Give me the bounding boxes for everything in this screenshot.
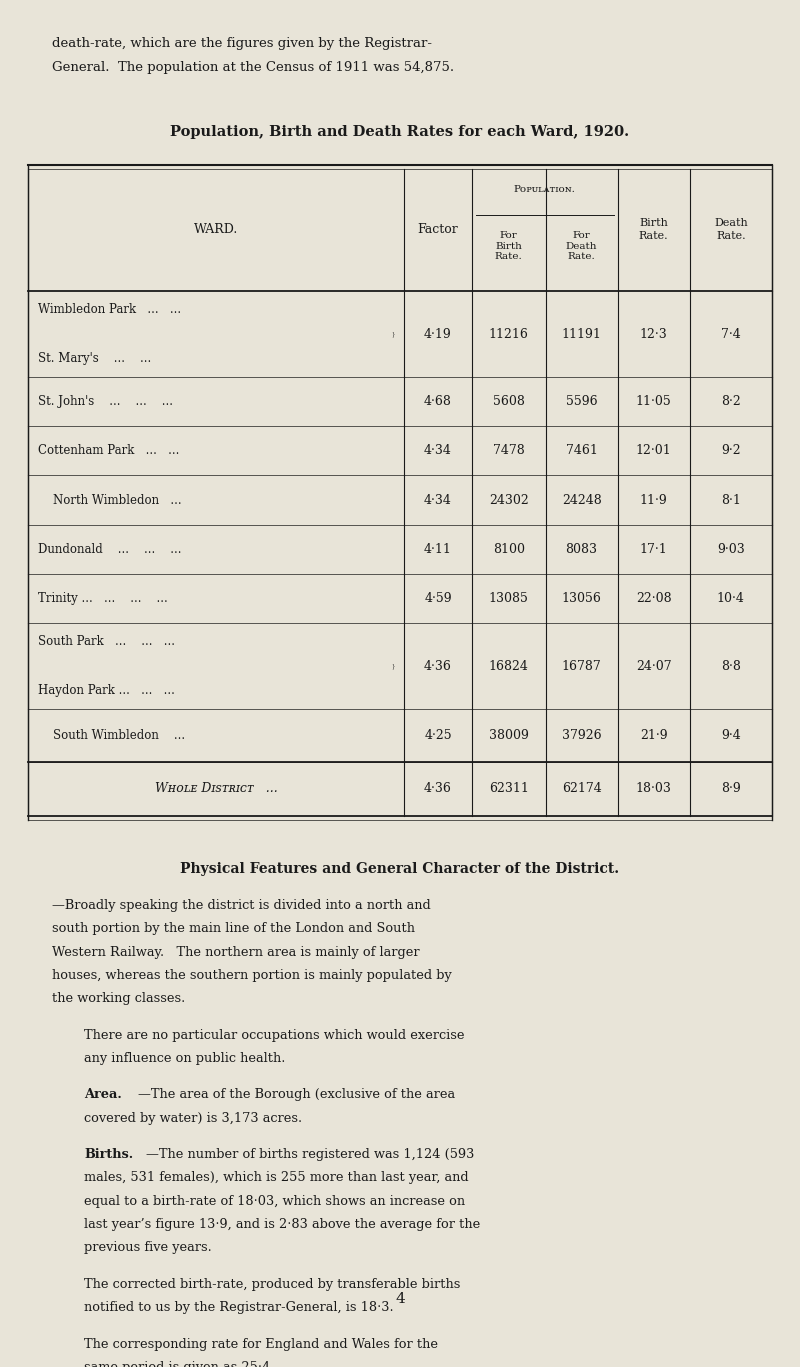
Text: Area.: Area. (84, 1088, 122, 1102)
Text: 11191: 11191 (562, 328, 602, 340)
Text: 16824: 16824 (489, 660, 529, 673)
Text: 4·19: 4·19 (424, 328, 452, 340)
Text: The corresponding rate for England and Wales for the: The corresponding rate for England and W… (84, 1337, 438, 1351)
Text: males, 531 females), which is 255 more than last year, and: males, 531 females), which is 255 more t… (84, 1172, 469, 1184)
Text: covered by water) is 3,173 acres.: covered by water) is 3,173 acres. (84, 1111, 302, 1125)
Text: 8·8: 8·8 (721, 660, 741, 673)
Text: 11216: 11216 (489, 328, 529, 340)
Text: 7478: 7478 (493, 444, 525, 458)
Text: —Broadly speaking the district is divided into a north and: —Broadly speaking the district is divide… (52, 899, 430, 912)
Text: WARD.: WARD. (194, 223, 238, 236)
Text: 11·9: 11·9 (640, 493, 667, 507)
Text: —The number of births registered was 1,124 (593: —The number of births registered was 1,1… (146, 1148, 474, 1161)
Text: For
Death
Rate.: For Death Rate. (566, 231, 598, 261)
Text: For
Birth
Rate.: For Birth Rate. (495, 231, 522, 261)
Text: houses, whereas the southern portion is mainly populated by: houses, whereas the southern portion is … (52, 969, 452, 982)
Text: Physical Features and General Character of the District.: Physical Features and General Character … (181, 863, 619, 876)
Text: Wʜᴏʟᴇ Dɪѕᴛʀɪᴄᴛ   ...: Wʜᴏʟᴇ Dɪѕᴛʀɪᴄᴛ ... (154, 782, 278, 796)
Text: Western Railway.   The northern area is mainly of larger: Western Railway. The northern area is ma… (52, 946, 420, 958)
Text: 9·4: 9·4 (721, 730, 741, 742)
Text: 4·11: 4·11 (424, 543, 452, 556)
Text: Haydon Park ...   ...   ...: Haydon Park ... ... ... (38, 684, 174, 697)
Text: 38009: 38009 (489, 730, 529, 742)
Text: notified to us by the Registrar-General, is 18·3.: notified to us by the Registrar-General,… (84, 1301, 394, 1314)
Text: 24302: 24302 (489, 493, 529, 507)
Text: south portion by the main line of the London and South: south portion by the main line of the Lo… (52, 923, 415, 935)
Text: Pᴏᴘᴜʟᴀᴛɪᴏɴ.: Pᴏᴘᴜʟᴀᴛɪᴏɴ. (514, 185, 576, 194)
Text: }: } (391, 663, 394, 668)
Text: 4: 4 (395, 1292, 405, 1305)
Text: 5596: 5596 (566, 395, 598, 409)
Text: }: } (391, 331, 394, 336)
Text: Cottenham Park   ...   ...: Cottenham Park ... ... (38, 444, 179, 458)
Text: 8·2: 8·2 (721, 395, 741, 409)
Text: 4·36: 4·36 (424, 660, 452, 673)
Text: 5608: 5608 (493, 395, 525, 409)
Text: 13056: 13056 (562, 592, 602, 604)
Text: 4·34: 4·34 (424, 493, 452, 507)
Text: 17·1: 17·1 (640, 543, 667, 556)
Text: Trinity ...   ...    ...    ...: Trinity ... ... ... ... (38, 592, 167, 604)
Text: 7·4: 7·4 (721, 328, 741, 340)
Text: 22·08: 22·08 (636, 592, 671, 604)
Text: 4·25: 4·25 (424, 730, 452, 742)
Text: Dundonald    ...    ...    ...: Dundonald ... ... ... (38, 543, 181, 556)
Text: Death
Rate.: Death Rate. (714, 219, 748, 242)
Text: 8·9: 8·9 (721, 782, 741, 796)
Text: St. John's    ...    ...    ...: St. John's ... ... ... (38, 395, 173, 409)
Text: 4·59: 4·59 (424, 592, 452, 604)
Text: 8083: 8083 (566, 543, 598, 556)
Text: 4·68: 4·68 (424, 395, 452, 409)
Text: the working classes.: the working classes. (52, 992, 186, 1005)
Text: 10·4: 10·4 (717, 592, 745, 604)
Text: —The area of the Borough (exclusive of the area: —The area of the Borough (exclusive of t… (138, 1088, 455, 1102)
Text: Births.: Births. (84, 1148, 133, 1161)
Text: South Park   ...    ...   ...: South Park ... ... ... (38, 636, 174, 648)
Text: 16787: 16787 (562, 660, 602, 673)
Text: General.  The population at the Census of 1911 was 54,875.: General. The population at the Census of… (52, 62, 454, 74)
Text: 24·07: 24·07 (636, 660, 671, 673)
Text: previous five years.: previous five years. (84, 1241, 212, 1254)
Text: 9·03: 9·03 (717, 543, 745, 556)
Text: death-rate, which are the figures given by the Registrar-: death-rate, which are the figures given … (52, 37, 432, 51)
Text: 12·01: 12·01 (636, 444, 671, 458)
Text: 13085: 13085 (489, 592, 529, 604)
Text: Factor: Factor (418, 223, 458, 236)
Text: 8100: 8100 (493, 543, 525, 556)
Text: 12·3: 12·3 (640, 328, 667, 340)
Text: 4·34: 4·34 (424, 444, 452, 458)
Text: 37926: 37926 (562, 730, 602, 742)
Text: last year’s figure 13·9, and is 2·83 above the average for the: last year’s figure 13·9, and is 2·83 abo… (84, 1218, 480, 1230)
Text: South Wimbledon    ...: South Wimbledon ... (38, 730, 185, 742)
Text: The corrected birth-rate, produced by transferable births: The corrected birth-rate, produced by tr… (84, 1278, 460, 1290)
Text: equal to a birth-rate of 18·03, which shows an increase on: equal to a birth-rate of 18·03, which sh… (84, 1195, 465, 1207)
Text: 8·1: 8·1 (721, 493, 741, 507)
Text: North Wimbledon   ...: North Wimbledon ... (38, 493, 182, 507)
Text: 7461: 7461 (566, 444, 598, 458)
Text: Wimbledon Park   ...   ...: Wimbledon Park ... ... (38, 303, 181, 316)
Text: St. Mary's    ...    ...: St. Mary's ... ... (38, 351, 162, 365)
Text: 18·03: 18·03 (636, 782, 671, 796)
Text: 21·9: 21·9 (640, 730, 667, 742)
Text: Population, Birth and Death Rates for each Ward, 1920.: Population, Birth and Death Rates for ea… (170, 124, 630, 139)
Text: any influence on public health.: any influence on public health. (84, 1053, 286, 1065)
Text: same period is given as 25·4.: same period is given as 25·4. (84, 1360, 274, 1367)
Text: 24248: 24248 (562, 493, 602, 507)
Text: 9·2: 9·2 (721, 444, 741, 458)
Text: 62311: 62311 (489, 782, 529, 796)
Text: There are no particular occupations which would exercise: There are no particular occupations whic… (84, 1029, 465, 1042)
Text: 11·05: 11·05 (636, 395, 671, 409)
Text: 4·36: 4·36 (424, 782, 452, 796)
Text: 62174: 62174 (562, 782, 602, 796)
Text: Birth
Rate.: Birth Rate. (638, 219, 669, 242)
